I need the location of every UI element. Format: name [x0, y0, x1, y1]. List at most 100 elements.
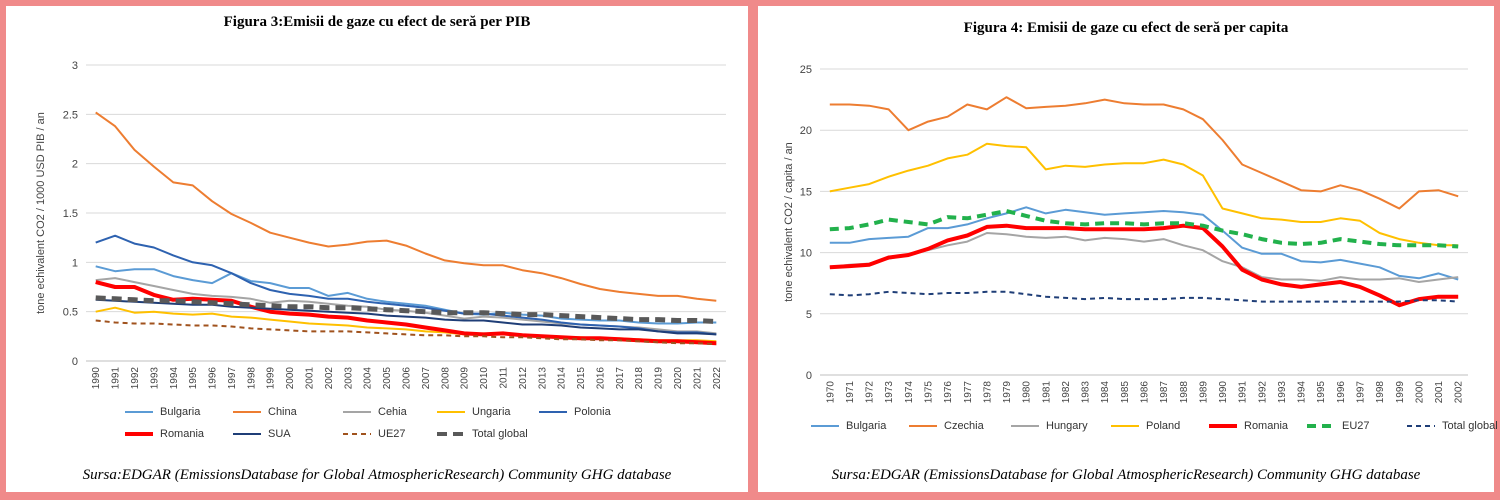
- legend-item: Poland: [1110, 420, 1180, 432]
- chart-panel-left: Figura 3:Emisii de gaze cu efect de seră…: [6, 6, 748, 492]
- legend-swatch: [909, 425, 937, 427]
- x-tick-label: 2005: [382, 367, 393, 390]
- x-tick-label: 2013: [537, 367, 548, 390]
- legend-swatch: [233, 411, 261, 413]
- x-tick-label: 2007: [421, 367, 432, 390]
- legend-label: SUA: [268, 428, 291, 440]
- x-tick-label: 2016: [595, 367, 606, 390]
- x-tick-label: 2015: [576, 367, 587, 390]
- y-tick-label: 0: [806, 370, 812, 382]
- series-line-poland: [829, 142, 1459, 247]
- legend-label: Total global: [472, 428, 528, 440]
- x-tick-label: 1997: [1356, 381, 1367, 404]
- x-tick-label: 2011: [498, 367, 509, 389]
- x-tick-label: 2019: [654, 367, 665, 390]
- x-tick-label: 1994: [1297, 381, 1308, 404]
- x-tick-label: 2002: [324, 367, 335, 390]
- y-tick-label: 1: [72, 257, 78, 269]
- legend-swatch: [437, 411, 465, 413]
- source-note: Sursa:EDGAR (EmissionsDatabase for Globa…: [82, 467, 672, 483]
- x-tick-label: 1983: [1081, 381, 1092, 404]
- x-tick-label: 1996: [208, 367, 219, 390]
- x-tick-label: 1989: [1198, 381, 1209, 404]
- legend-item: Romania: [1208, 420, 1288, 432]
- x-tick-label: 1977: [963, 381, 974, 404]
- x-tick-label: 2022: [712, 367, 723, 390]
- legend-swatch: [811, 425, 839, 427]
- legend-swatch: [125, 411, 153, 413]
- legend-item: Ungaria: [436, 406, 511, 418]
- legend-swatch: [125, 432, 153, 436]
- x-tick-label: 2006: [402, 367, 413, 390]
- y-tick-label: 0: [72, 356, 78, 368]
- x-tick-label: 1999: [1395, 381, 1406, 404]
- chart-plot-left: 0 0.5 1 1.5 2 2.5 3 1990 1991 1992 1993 1994 1995 199…: [35, 60, 726, 390]
- legend-item: Bulgaria: [810, 420, 886, 432]
- x-tick-label: 1991: [1238, 381, 1249, 404]
- series-line-china: [95, 111, 717, 302]
- x-tick-label: 2004: [363, 367, 374, 390]
- y-tick-label: 5: [806, 309, 812, 321]
- y-tick-label: 1.5: [63, 208, 78, 220]
- legend-label: Czechia: [944, 420, 984, 432]
- x-tick-label: 1974: [904, 381, 915, 404]
- x-tick-label: 1981: [1041, 381, 1052, 404]
- series-line-czechia: [829, 96, 1459, 210]
- x-tick-label: 1972: [865, 381, 876, 404]
- y-tick-label: 15: [800, 186, 812, 198]
- x-tick-label: 2003: [343, 367, 354, 390]
- series-line-total-global: [95, 295, 717, 324]
- series-line-total-global: [829, 290, 1459, 303]
- x-tick-label: 2000: [285, 367, 296, 390]
- series-line-bulgaria: [829, 206, 1459, 281]
- legend-swatch: [1307, 424, 1335, 428]
- x-tick-label: 1992: [1257, 381, 1268, 404]
- legend-label: Bulgaria: [846, 420, 887, 432]
- series-line-romania: [829, 223, 1459, 308]
- y-tick-label: 2.5: [63, 109, 78, 121]
- x-tick-label: 1987: [1159, 381, 1170, 404]
- legend-label: Poland: [1146, 420, 1181, 432]
- legend-label: Total global: [1442, 420, 1498, 432]
- x-tick-label: 1995: [188, 367, 199, 390]
- legend-item: Cehia: [342, 406, 407, 418]
- legend-swatch: [343, 411, 371, 413]
- series-line-sua: [95, 298, 717, 336]
- y-tick-label: 20: [800, 125, 812, 137]
- legend-label: China: [268, 406, 297, 418]
- series-line-romania: [95, 280, 717, 346]
- x-tick-label: 2000: [1414, 381, 1425, 404]
- legend-swatch: [233, 433, 261, 435]
- x-tick-label: 1991: [111, 367, 122, 390]
- legend-item: EU27: [1306, 420, 1370, 432]
- x-tick-label: 2020: [673, 367, 684, 390]
- x-tick-label: 1986: [1140, 381, 1151, 404]
- legend-label: Romania: [160, 428, 205, 440]
- legend-item: China: [232, 406, 297, 418]
- x-tick-label: 1999: [266, 367, 277, 390]
- x-tick-label: 1979: [1002, 381, 1013, 404]
- y-tick-label: 0.5: [63, 307, 78, 319]
- x-tick-label: 2021: [692, 367, 703, 390]
- y-axis-label: tone echivalent CO2 / capita / an: [783, 142, 795, 302]
- x-tick-label: 1985: [1120, 381, 1131, 404]
- legend-item: Czechia: [908, 420, 984, 432]
- legend-label: Hungary: [1046, 420, 1088, 432]
- legend-item: Total global: [436, 428, 528, 440]
- legend-label: Cehia: [378, 406, 407, 418]
- legend-item: SUA: [232, 428, 291, 440]
- legend-label: Romania: [1244, 420, 1289, 432]
- x-tick-label: 1970: [825, 381, 836, 404]
- legend-item: Polonia: [538, 406, 611, 418]
- legend-swatch: [539, 411, 567, 413]
- x-tick-label: 1973: [884, 381, 895, 404]
- x-tick-label: 1990: [91, 367, 102, 390]
- x-tick-label: 1996: [1336, 381, 1347, 404]
- legend-swatch: [1407, 425, 1435, 427]
- x-tick-label: 2008: [440, 367, 451, 390]
- legend-swatch: [1209, 424, 1237, 428]
- legend-item: Romania: [124, 428, 204, 440]
- chart-title: Figura 4: Emisii de gaze cu efect de ser…: [963, 20, 1289, 36]
- x-tick-label: 1988: [1179, 381, 1190, 404]
- x-tick-label: 1984: [1100, 381, 1111, 404]
